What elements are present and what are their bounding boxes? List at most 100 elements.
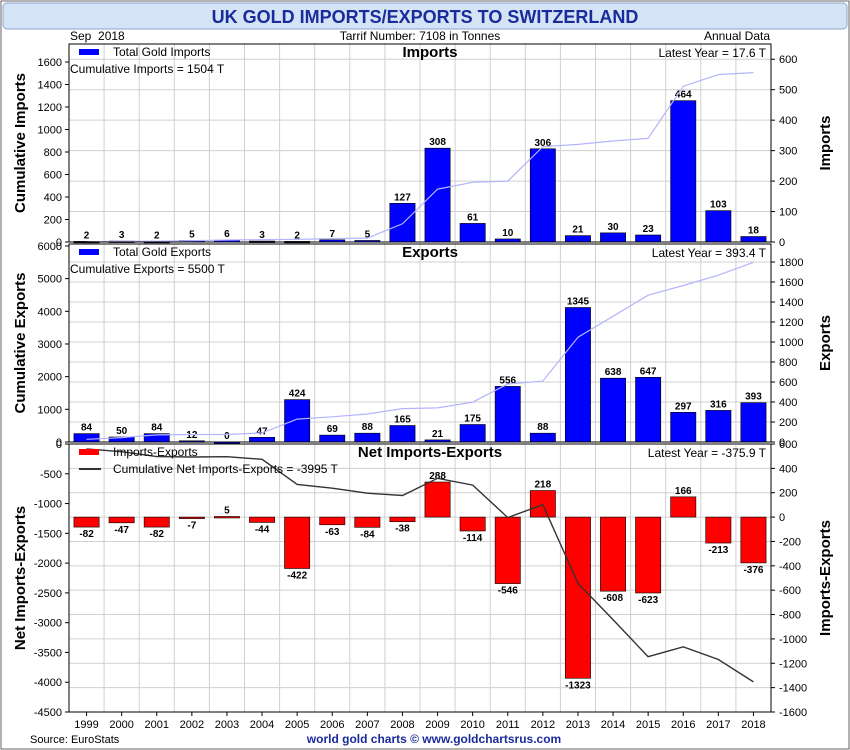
data-label-2014: -608 [603, 593, 623, 604]
header-date: Sep 2018 [70, 29, 125, 43]
y-tick-right: -1200 [779, 658, 807, 670]
y-tick-right: 100 [779, 207, 797, 219]
header-frequency: Annual Data [704, 29, 770, 43]
bar-2009 [424, 481, 451, 518]
bar-2007 [354, 432, 381, 443]
data-label-2002: -7 [187, 521, 196, 532]
data-label-2016: 166 [675, 486, 692, 497]
data-label-2006: -63 [325, 527, 340, 538]
y-tick-left: 1200 [38, 102, 62, 114]
bar-2017 [705, 516, 732, 544]
legend-label: Total Gold Imports [113, 45, 210, 59]
bar-2006 [319, 434, 346, 443]
bar-2015 [635, 516, 662, 594]
x-tick-2013: 2013 [566, 719, 590, 731]
data-label-2003: 5 [224, 505, 230, 516]
data-label-2014: 30 [607, 222, 619, 233]
legend-label: Total Gold Exports [113, 245, 211, 259]
bar-1999 [73, 516, 100, 528]
y-tick-right: 1000 [779, 337, 803, 349]
panel-exports: 84 50 84 12 0 47 424 69 88 165 21 175 556 88 1345 638 64… [12, 241, 834, 449]
data-label-2014: 638 [605, 367, 622, 378]
bar-2002 [178, 516, 205, 519]
bar-2009 [424, 147, 451, 243]
y-tick-right: 500 [779, 85, 797, 97]
panel-title: Exports [402, 244, 458, 261]
bar-2008 [389, 516, 416, 523]
y-tick-right: 600 [779, 377, 797, 389]
x-tick-2006: 2006 [320, 719, 344, 731]
legend-label: Imports-Exports [113, 445, 198, 459]
x-tick-2017: 2017 [706, 719, 730, 731]
y-tick-right: -400 [779, 561, 801, 573]
x-tick-2010: 2010 [460, 719, 484, 731]
plot-frame [68, 43, 772, 243]
y-tick-right: 300 [779, 146, 797, 158]
y-tick-right: 200 [779, 488, 797, 500]
data-label-2017: 316 [710, 399, 727, 410]
y-tick-left: 6000 [38, 241, 62, 253]
data-label-2004: -44 [255, 524, 270, 535]
y-tick-left: 2000 [38, 372, 62, 384]
data-label-2008: -38 [395, 524, 410, 535]
legend-swatch [79, 249, 99, 255]
bar-2012 [529, 490, 556, 518]
data-label-2003: 6 [224, 229, 230, 240]
data-label-2001: 84 [151, 423, 163, 434]
panel-title: Imports [402, 44, 457, 61]
bar-2008 [389, 203, 416, 243]
legend-swatch [79, 449, 99, 455]
data-label-2000: 50 [116, 426, 128, 437]
cumulative-line [86, 448, 754, 683]
bar-2018 [740, 516, 767, 564]
y-tick-left: 200 [44, 215, 62, 227]
bar-2007 [354, 516, 381, 528]
data-label-2016: 464 [675, 90, 692, 101]
data-label-2005: 2 [294, 230, 300, 241]
bar-2010 [459, 223, 486, 243]
bar-2013 [565, 307, 591, 443]
data-label-2017: -213 [708, 545, 728, 556]
data-label-2008: 127 [394, 192, 411, 203]
y-tick-left: 600 [44, 170, 62, 182]
y-tick-left: 4000 [38, 306, 62, 318]
data-label-2013: 21 [572, 225, 584, 236]
data-label-2006: 69 [327, 424, 339, 435]
chart-title: UK GOLD IMPORTS/EXPORTS TO SWITZERLAND [212, 7, 639, 27]
data-label-1999: 84 [81, 423, 93, 434]
bar-2018 [740, 402, 767, 443]
legend-swatch [79, 49, 99, 55]
bar-2013 [565, 235, 591, 243]
data-label-2009: 308 [429, 137, 446, 148]
y-tick-right: -1400 [779, 683, 807, 695]
y-tick-left: 1000 [38, 125, 62, 137]
y-tick-right: -200 [779, 536, 801, 548]
bar-2014 [600, 232, 626, 243]
y-tick-right: 1600 [779, 277, 803, 289]
data-label-2016: 297 [675, 401, 692, 412]
data-label-2007: -84 [360, 529, 375, 540]
bar-2014 [600, 516, 626, 592]
x-tick-2011: 2011 [496, 719, 520, 731]
y-tick-left: 0 [56, 437, 62, 449]
plot-frame [68, 243, 772, 443]
data-label-2001: 2 [154, 230, 160, 241]
y-tick-right: -1600 [779, 707, 807, 719]
y-tick-left: -2500 [34, 588, 62, 600]
y-axis-title-left: Cumulative Exports [12, 273, 29, 414]
bar-2015 [635, 234, 662, 243]
bar-2014 [600, 377, 626, 443]
y-axis-title-left: Cumulative Imports [12, 73, 29, 213]
x-tick-2007: 2007 [355, 719, 379, 731]
x-tick-2016: 2016 [671, 719, 695, 731]
y-tick-right: 400 [779, 397, 797, 409]
bar-1999 [73, 433, 100, 443]
y-tick-left: -4000 [34, 677, 62, 689]
latest-year-label: Latest Year = 17.6 T [658, 46, 766, 60]
data-label-2005: 424 [289, 389, 306, 400]
data-label-1999: -82 [79, 529, 94, 540]
y-tick-left: -500 [40, 469, 62, 481]
bar-2015 [635, 376, 662, 443]
x-tick-2014: 2014 [601, 719, 625, 731]
